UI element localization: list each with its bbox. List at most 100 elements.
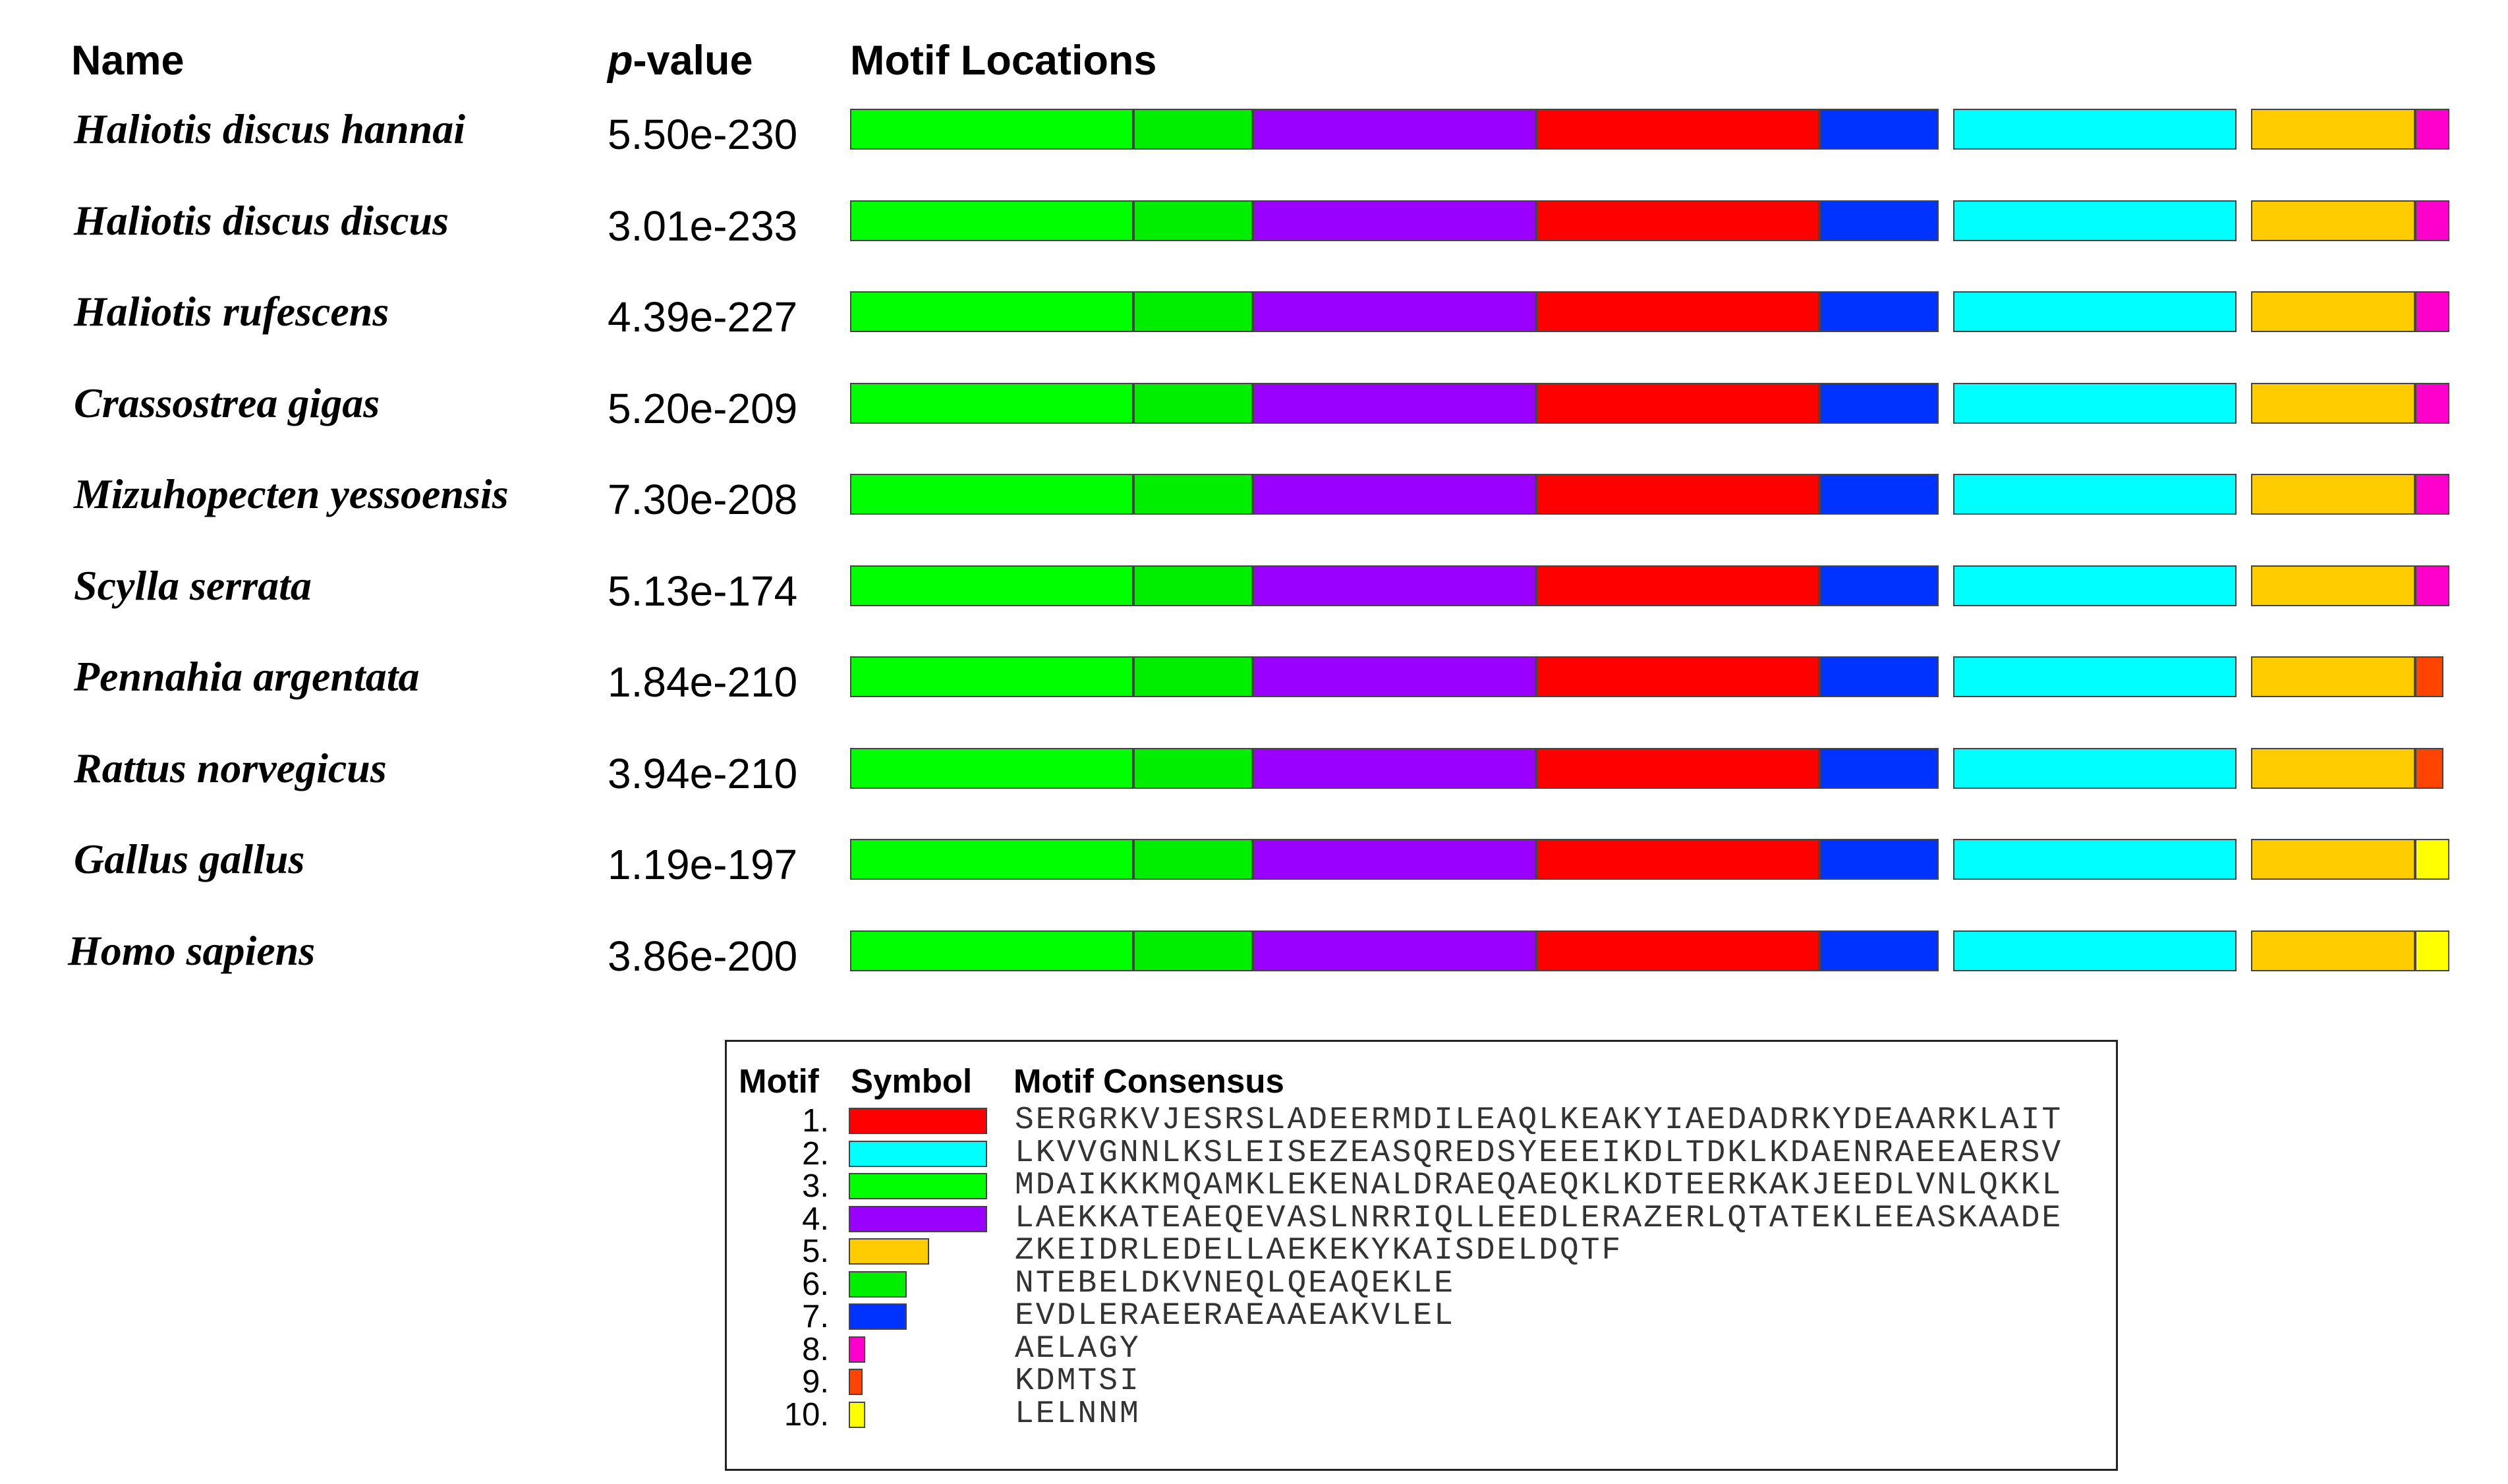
motif-1-block — [1536, 748, 1819, 789]
legend-symbol-10 — [849, 1401, 865, 1428]
motif-3-block — [850, 565, 1133, 606]
sequence-pvalue: 3.86e-200 — [608, 932, 798, 980]
sequence-pvalue: 3.94e-210 — [608, 750, 798, 797]
motif-1-block — [1536, 656, 1819, 697]
motif-10-block — [2415, 839, 2449, 880]
motif-2-block — [1953, 291, 2237, 332]
motif-4-block — [1253, 656, 1536, 697]
motif-5-block — [2251, 200, 2415, 241]
sequence-name: Gallus gallus — [74, 836, 305, 882]
motif-5-block — [2251, 748, 2415, 789]
motif-track — [850, 383, 2465, 425]
motif-6-block — [1133, 839, 1253, 880]
motif-2-block — [1953, 383, 2237, 424]
motif-5-block — [2251, 656, 2415, 697]
motif-7-block — [1819, 839, 1939, 880]
sequence-name: Mizuhopecten yessoensis — [74, 471, 509, 517]
motif-4-block — [1253, 474, 1536, 515]
sequence-name: Scylla serrata — [74, 562, 312, 609]
motif-1-block — [1536, 930, 1819, 971]
motif-track — [850, 200, 2465, 243]
motif-4-block — [1253, 291, 1536, 332]
legend-symbol-6 — [849, 1270, 907, 1298]
pvalue-p-label: p — [608, 38, 633, 84]
pvalue-suffix-label: -value — [633, 38, 753, 84]
motif-locations-header: Motif Locations — [850, 38, 1157, 84]
legend-motif-number: 6. — [802, 1266, 829, 1302]
legend-symbol-7 — [849, 1303, 907, 1330]
motif-2-block — [1953, 930, 2237, 971]
motif-3-block — [850, 383, 1133, 424]
legend-consensus: EVDLERAEERAEAAEAKVLEL — [1015, 1298, 1455, 1334]
motif-5-block — [2251, 474, 2415, 515]
motif-1-block — [1536, 291, 1819, 332]
legend-consensus-header: Motif Consensus — [1013, 1062, 1284, 1100]
legend-motif-number: 1. — [802, 1103, 829, 1139]
sequence-pvalue: 1.19e-197 — [608, 841, 798, 888]
legend-motif-number: 4. — [802, 1201, 829, 1237]
motif-6-block — [1133, 474, 1253, 515]
motif-8-block — [2415, 291, 2449, 332]
motif-7-block — [1819, 748, 1939, 789]
motif-2-block — [1953, 839, 2237, 880]
legend-consensus: ZKEIDRLEDELLAEKEKYKAISDELDQTF — [1015, 1233, 1623, 1269]
motif-1-block — [1536, 839, 1819, 880]
legend-consensus: AELAGY — [1015, 1330, 1141, 1367]
motif-2-block — [1953, 474, 2237, 515]
motif-7-block — [1819, 200, 1939, 241]
name-column-header: Name — [71, 38, 185, 84]
motif-6-block — [1133, 109, 1253, 150]
motif-1-block — [1536, 565, 1819, 606]
legend-consensus: LELNNM — [1015, 1396, 1141, 1432]
motif-6-block — [1133, 291, 1253, 332]
motif-4-block — [1253, 200, 1536, 241]
motif-6-block — [1133, 383, 1253, 424]
sequence-pvalue: 5.13e-174 — [608, 567, 798, 615]
motif-5-block — [2251, 930, 2415, 971]
legend-consensus: LAEKKATEAEQEVASLNRRIQLLEEDLERAZERLQTATEK… — [1015, 1200, 2063, 1236]
motif-7-block — [1819, 565, 1939, 606]
motif-legend: Motif Symbol Motif Consensus 1. SERGRKVJE… — [725, 1040, 2118, 1471]
sequence-name: Haliotis rufescens — [74, 288, 389, 335]
motif-6-block — [1133, 930, 1253, 971]
motif-1-block — [1536, 109, 1819, 150]
motif-2-block — [1953, 109, 2237, 150]
motif-7-block — [1819, 109, 1939, 150]
motif-4-block — [1253, 109, 1536, 150]
legend-consensus: KDMTSI — [1015, 1363, 1141, 1399]
motif-3-block — [850, 656, 1133, 697]
legend-motif-number: 9. — [802, 1364, 829, 1400]
motif-4-block — [1253, 839, 1536, 880]
motif-7-block — [1819, 383, 1939, 424]
motif-track — [850, 930, 2465, 973]
motif-2-block — [1953, 200, 2237, 241]
motif-3-block — [850, 109, 1133, 150]
motif-8-block — [2415, 109, 2449, 150]
legend-consensus: LKVVGNNLKSLEISEZEASQREDSYEEEIKDLTDKLKDAE… — [1015, 1135, 2063, 1171]
legend-motif-number: 8. — [802, 1331, 829, 1367]
motif-track — [850, 109, 2465, 151]
motif-3-block — [850, 748, 1133, 789]
motif-1-block — [1536, 474, 1819, 515]
motif-track — [850, 474, 2465, 516]
motif-3-block — [850, 200, 1133, 241]
motif-track — [850, 839, 2465, 881]
legend-symbol-4 — [849, 1205, 987, 1232]
legend-symbol-8 — [849, 1336, 865, 1363]
legend-symbol-header: Symbol — [851, 1062, 973, 1100]
motif-track — [850, 748, 2465, 790]
sequence-pvalue: 7.30e-208 — [608, 476, 798, 523]
motif-2-block — [1953, 748, 2237, 789]
motif-1-block — [1536, 200, 1819, 241]
sequence-name: Haliotis discus hannai — [74, 105, 465, 152]
sequence-pvalue: 4.39e-227 — [608, 293, 798, 341]
sequence-pvalue: 1.84e-210 — [608, 658, 798, 706]
legend-consensus: MDAIKKKMQAMKLEKENALDRAEQAEQKLKDTEERKAKJE… — [1015, 1168, 2063, 1203]
sequence-pvalue: 5.20e-209 — [608, 385, 798, 432]
sequence-name: Crassostrea gigas — [74, 380, 380, 426]
legend-consensus: SERGRKVJESRSLADEERMDILEAQLKEAKYIAEDADRKY… — [1015, 1102, 2063, 1138]
motif-4-block — [1253, 383, 1536, 424]
motif-5-block — [2251, 109, 2415, 150]
motif-6-block — [1133, 656, 1253, 697]
